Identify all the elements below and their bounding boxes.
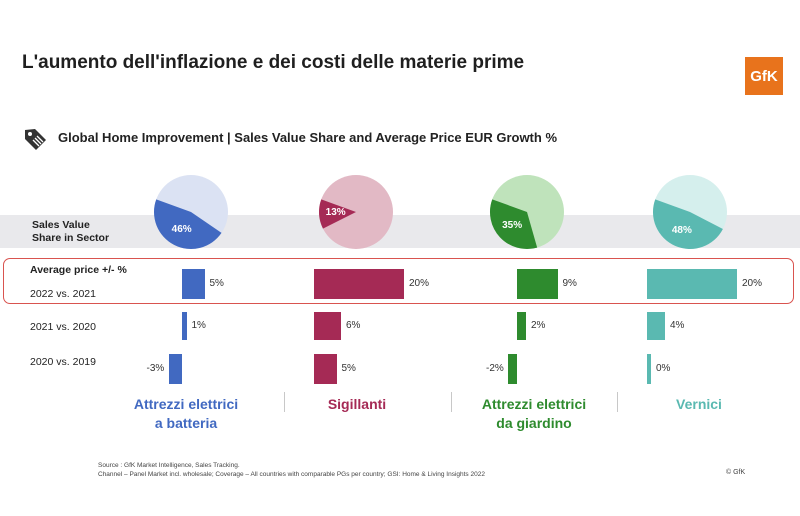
chart-subtitle: Global Home Improvement | Sales Value Sh…: [58, 130, 558, 145]
source-line-1: Source : GfK Market Intelligence, Sales …: [98, 462, 240, 469]
category-label: Vernici: [619, 395, 779, 414]
gfk-logo: GfK: [745, 57, 783, 95]
category-label: Attrezzi elettrici da giardino: [454, 395, 614, 433]
growth-value-label: 5%: [209, 278, 224, 289]
share-pie: [154, 175, 228, 249]
growth-value-label: 4%: [670, 320, 685, 331]
period-label-2020: 2020 vs. 2019: [30, 356, 96, 368]
category-separator: [451, 392, 452, 412]
share-pie: [490, 175, 564, 249]
avg-price-label: Average price +/- %: [30, 264, 127, 276]
category-label-line1: Sigillanti: [327, 396, 387, 412]
growth-value-label: 0%: [656, 363, 671, 374]
growth-bar: [182, 269, 205, 299]
category-label-line2: a batteria: [154, 415, 218, 431]
growth-value-label: -2%: [486, 363, 504, 374]
growth-value-label: 6%: [346, 320, 361, 331]
growth-value-label: 20%: [742, 278, 763, 289]
growth-value-label: 2%: [531, 320, 546, 331]
category-separator: [617, 392, 618, 412]
category-label-line1: Attrezzi elettrici: [481, 396, 587, 412]
pie-share-label: 35%: [502, 219, 523, 231]
category-label-line1: Vernici: [676, 396, 722, 412]
share-pie: [653, 175, 727, 249]
growth-value-label: 9%: [562, 278, 577, 289]
source-note: Source : GfK Market Intelligence, Sales …: [98, 461, 485, 479]
pie-slice-share: [653, 199, 723, 249]
category-label-line2: da giardino: [496, 415, 572, 431]
period-label-2022: 2022 vs. 2021: [30, 288, 96, 300]
page-title: L'aumento dell'inflazione e dei costi de…: [22, 52, 525, 73]
growth-bar: [182, 312, 187, 340]
pie-slice-share: [154, 199, 222, 249]
growth-bar: [314, 354, 337, 384]
growth-value-label: -3%: [146, 363, 165, 374]
period-label-2021: 2021 vs. 2020: [30, 321, 96, 333]
category-label-line1: Attrezzi elettrici: [133, 396, 239, 412]
pie-share-label: 46%: [171, 224, 192, 236]
growth-value-label: 5%: [341, 363, 356, 374]
category-separator: [284, 392, 285, 412]
share-label-line1: Sales Value: [32, 219, 90, 231]
copyright: © GfK: [726, 469, 746, 476]
growth-value-label: 20%: [409, 278, 430, 289]
growth-bar: [314, 312, 341, 340]
growth-bar: [517, 312, 526, 340]
growth-bar: [517, 269, 558, 299]
pie-share-label: 48%: [671, 224, 692, 236]
pie-slice-share: [319, 199, 356, 229]
source-line-2: Channel – Panel Market incl. wholesale; …: [98, 471, 485, 478]
growth-value-label: 1%: [191, 320, 206, 331]
growth-bar: [647, 269, 737, 299]
growth-bar: [647, 354, 651, 384]
price-tag-icon: [25, 129, 46, 150]
growth-bar: [314, 269, 404, 299]
share-pie: [319, 175, 393, 249]
highlight-box: [3, 258, 794, 304]
pie-slice-share: [490, 199, 538, 249]
share-label-line2: Share in Sector: [32, 232, 110, 244]
category-label: Sigillanti: [277, 395, 437, 414]
growth-bar: [647, 312, 665, 340]
growth-bar: [168, 354, 182, 384]
pie-share-label: 13%: [325, 207, 346, 219]
growth-bar: [508, 354, 517, 384]
category-label: Attrezzi elettrici a batteria: [106, 395, 266, 433]
